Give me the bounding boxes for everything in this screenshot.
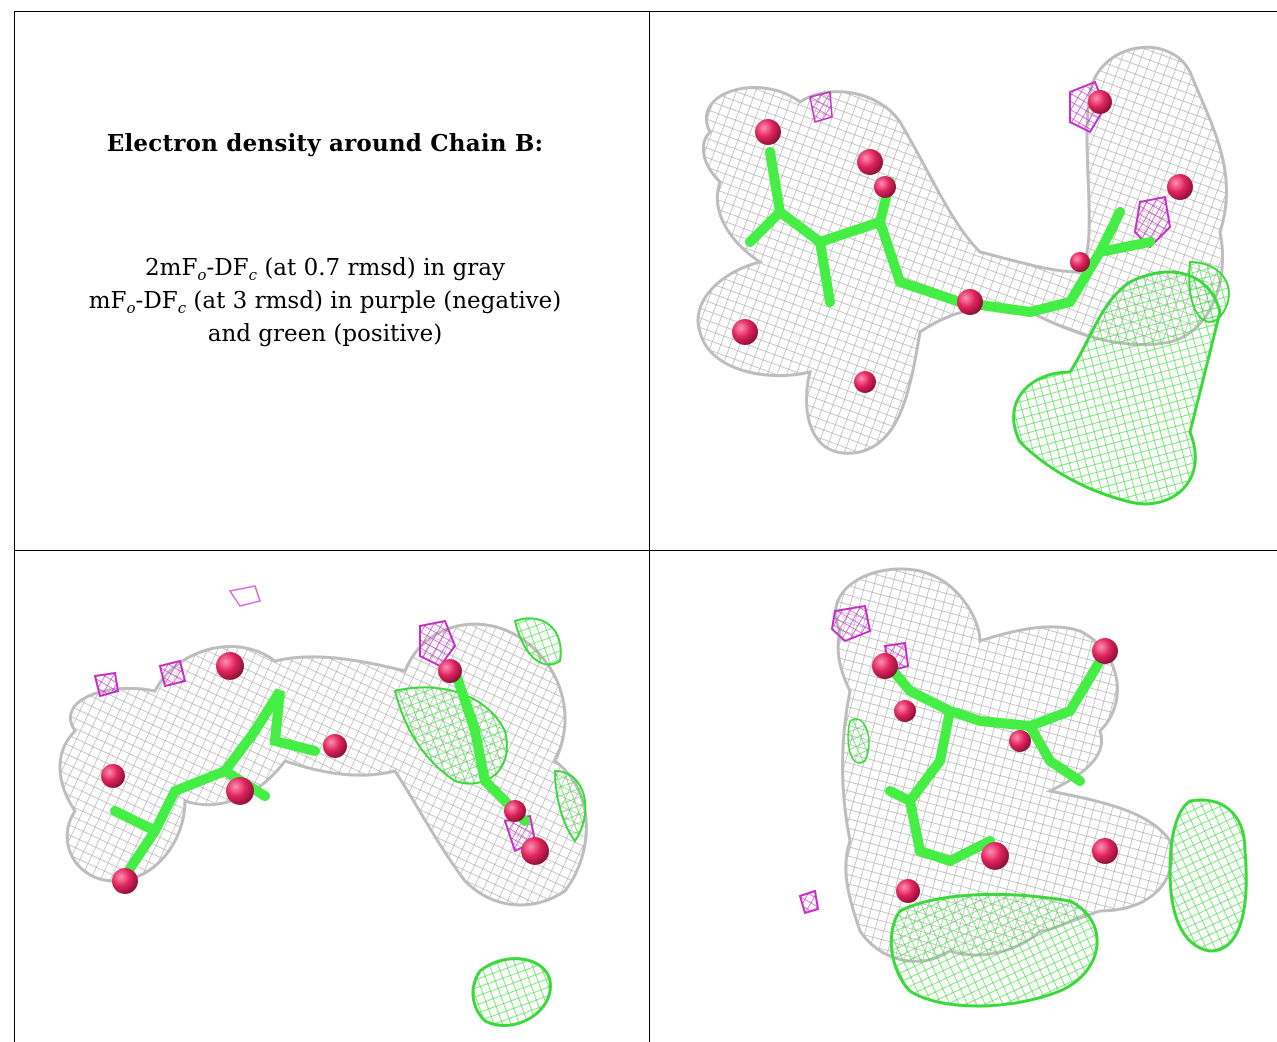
- bonds: [880, 656, 1105, 867]
- oxygen-atoms: [732, 90, 1193, 393]
- purple-mesh: [809, 80, 1172, 249]
- green-mesh: [847, 718, 1248, 1008]
- view-bottom-right: [650, 551, 1277, 1042]
- green-mesh: [1012, 260, 1230, 506]
- caption-cell: Electron density around Chain B: 2mFo-DF…: [14, 12, 636, 537]
- bonds: [745, 147, 1155, 318]
- view-bottom-left: [15, 551, 649, 1042]
- legend-line-difference: mFo-DFc (at 3 rmsd) in purple (negative): [88, 288, 562, 317]
- purple-mesh: [798, 604, 910, 915]
- electron-density-mesh-icon: [798, 567, 1248, 1008]
- oxygen-atoms: [872, 638, 1118, 903]
- border-middle: [649, 11, 650, 1042]
- oxygen-atoms: [101, 652, 549, 894]
- electron-density-mesh-icon: [696, 45, 1230, 506]
- border-row: [14, 550, 1277, 551]
- legend-line-colors: and green (positive): [207, 321, 443, 347]
- view-top-right: [650, 12, 1277, 550]
- legend-line-gray: 2mFo-DFc (at 0.7 rmsd) in gray: [145, 255, 505, 284]
- caption-legend: 2mFo-DFc (at 0.7 rmsd) in gray mFo-DFc (…: [14, 252, 636, 351]
- caption-title: Electron density around Chain B:: [106, 130, 544, 157]
- border-left: [14, 11, 15, 1042]
- border-top: [14, 11, 1277, 12]
- electron-density-mesh-icon: [58, 585, 588, 1027]
